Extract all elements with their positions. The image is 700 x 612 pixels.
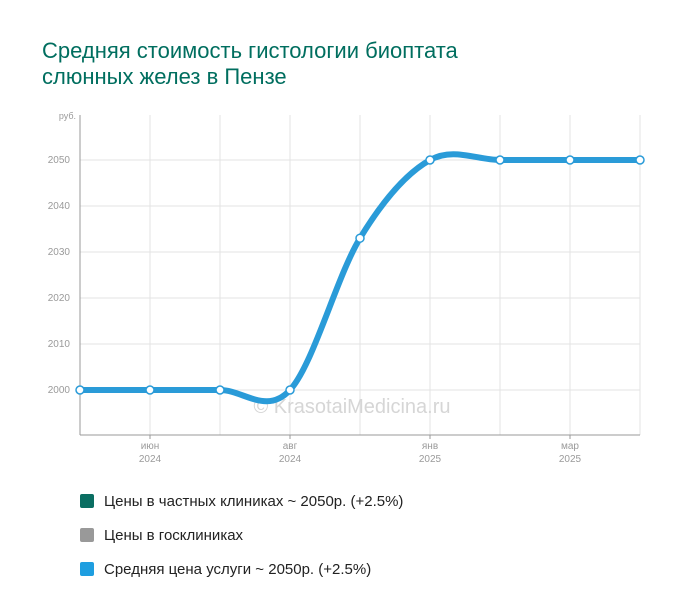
- legend-label-private: Цены в частных клиниках ~ 2050р. (+2.5%): [104, 492, 404, 510]
- y-tick-label: 2040: [48, 201, 71, 212]
- legend: Цены в частных клиниках ~ 2050р. (+2.5%)…: [80, 484, 403, 586]
- chart-title: Средняя стоимость гистологии биоптата сл…: [42, 38, 662, 90]
- y-tick-label: 2050: [48, 155, 71, 166]
- y-tick-label: 2020: [48, 293, 71, 304]
- x-tick-label-month: мар: [561, 441, 579, 452]
- y-unit-label: руб.: [59, 111, 76, 121]
- x-tick-label-month: авг: [283, 441, 298, 452]
- x-tick-label-year: 2024: [139, 454, 162, 465]
- legend-label-average: Средняя цена услуги ~ 2050р. (+2.5%): [104, 560, 372, 578]
- data-points: [75, 155, 645, 395]
- data-point: [75, 385, 85, 395]
- chart-title-line-1: Средняя стоимость гистологии биоптата: [42, 38, 458, 63]
- data-point: [425, 155, 435, 165]
- chart-axes: [79, 115, 640, 439]
- x-tick-label-year: 2025: [419, 454, 442, 465]
- data-point: [145, 385, 155, 395]
- data-point: [285, 385, 295, 395]
- y-tick-labels: 2000 2010 2020 2030 2040 2050: [48, 155, 71, 396]
- legend-label-public: Цены в госклиниках: [104, 526, 244, 544]
- x-tick-label-year: 2024: [279, 454, 302, 465]
- y-tick-label: 2030: [48, 247, 71, 258]
- legend-swatch-private: [80, 494, 94, 508]
- legend-swatch-public: [80, 528, 94, 542]
- series-line-average: [77, 151, 643, 405]
- series-group: [77, 151, 643, 405]
- chart-title-line-2: слюнных желез в Пензе: [42, 64, 287, 89]
- chart-grid: [79, 115, 641, 435]
- legend-swatch-average: [80, 562, 94, 576]
- legend-item-public[interactable]: Цены в госклиниках: [80, 518, 403, 552]
- legend-item-private[interactable]: Цены в частных клиниках ~ 2050р. (+2.5%): [80, 484, 403, 518]
- data-point: [635, 155, 645, 165]
- watermark: © KrasotaiMedicina.ru: [253, 396, 450, 418]
- x-tick-label-year: 2025: [559, 454, 582, 465]
- x-tick-label-month: янв: [422, 441, 438, 452]
- y-tick-label: 2000: [48, 385, 71, 396]
- data-point: [495, 155, 505, 165]
- x-tick-labels: июн 2024 авг 2024 янв 2025 мар 2025: [139, 441, 582, 465]
- data-point: [355, 233, 365, 243]
- legend-item-average[interactable]: Средняя цена услуги ~ 2050р. (+2.5%): [80, 552, 403, 586]
- line-chart: 2000 2010 2020 2030 2040 2050 июн 2024 авг 2024 я…: [48, 111, 645, 465]
- y-tick-label: 2010: [48, 339, 71, 350]
- data-point: [565, 155, 575, 165]
- x-tick-label-month: июн: [141, 441, 160, 452]
- data-point: [215, 385, 225, 395]
